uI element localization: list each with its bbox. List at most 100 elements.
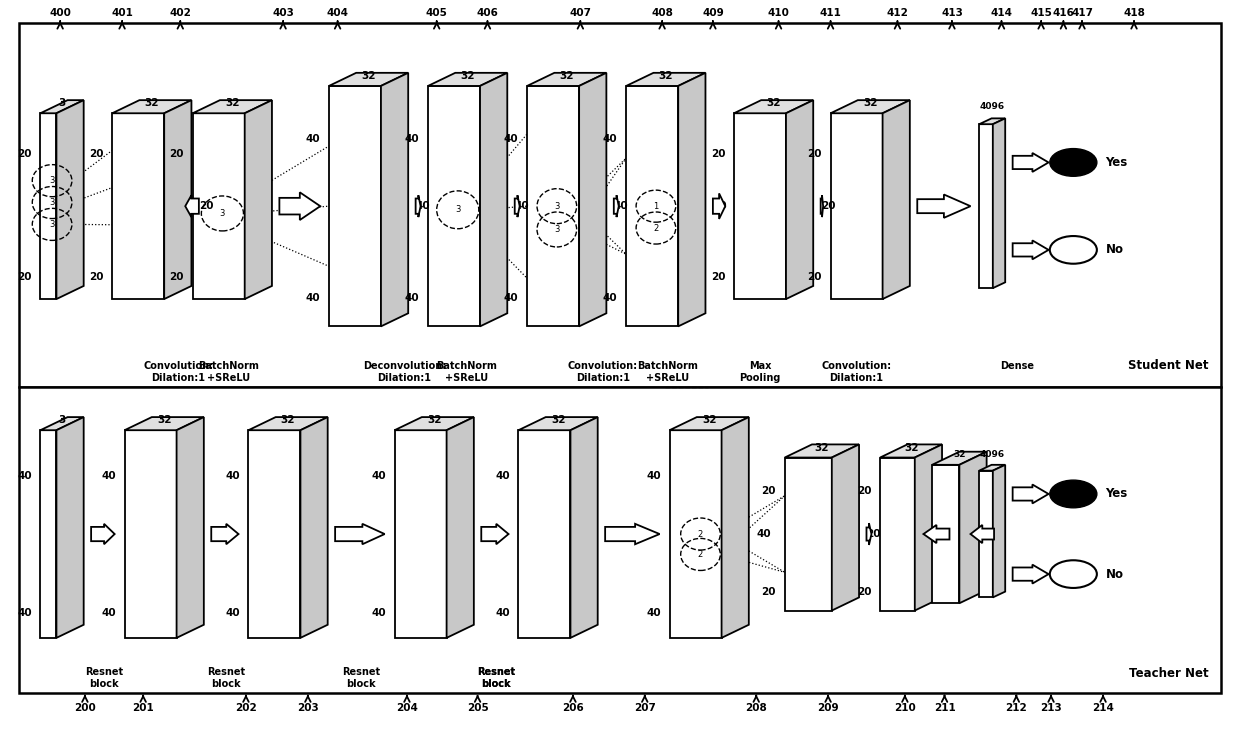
Text: 207: 207 [634, 703, 656, 713]
Polygon shape [279, 192, 320, 220]
Text: 32: 32 [766, 99, 781, 109]
Text: 40: 40 [102, 608, 115, 618]
Polygon shape [57, 100, 83, 299]
Text: 3: 3 [554, 201, 559, 211]
Text: 2: 2 [698, 550, 703, 559]
Text: 32: 32 [145, 99, 159, 109]
Polygon shape [1013, 485, 1049, 504]
Text: 32: 32 [702, 415, 717, 426]
Text: 40: 40 [646, 608, 661, 618]
Text: 32: 32 [157, 415, 171, 426]
Text: 408: 408 [651, 8, 673, 18]
Text: 40: 40 [756, 529, 771, 539]
Text: 3: 3 [50, 220, 55, 229]
Polygon shape [1013, 240, 1049, 259]
Text: 40: 40 [495, 471, 510, 481]
Polygon shape [394, 417, 474, 430]
Polygon shape [112, 113, 164, 299]
Text: 405: 405 [425, 8, 448, 18]
Text: Resnet
block: Resnet block [86, 667, 123, 688]
Text: 211: 211 [934, 703, 955, 713]
Text: 32: 32 [815, 442, 830, 453]
Polygon shape [480, 73, 507, 326]
Text: 32: 32 [904, 442, 919, 453]
Polygon shape [41, 430, 57, 638]
Text: Student Net: Student Net [1128, 359, 1208, 372]
Polygon shape [124, 430, 176, 638]
Text: 40: 40 [371, 471, 386, 481]
Text: 32: 32 [551, 415, 565, 426]
Text: 205: 205 [466, 703, 489, 713]
Polygon shape [527, 86, 579, 326]
Text: 40: 40 [335, 529, 350, 539]
Polygon shape [381, 73, 408, 326]
Text: 2: 2 [698, 529, 703, 539]
Text: 213: 213 [1040, 703, 1061, 713]
Text: 404: 404 [326, 8, 348, 18]
Text: 417: 417 [1071, 8, 1092, 18]
Polygon shape [192, 100, 272, 113]
Polygon shape [785, 458, 832, 610]
Polygon shape [734, 100, 813, 113]
Polygon shape [570, 417, 598, 638]
Polygon shape [831, 100, 910, 113]
Polygon shape [614, 195, 619, 217]
Text: 40: 40 [226, 608, 239, 618]
Polygon shape [415, 195, 420, 217]
Text: Convolution:
Dilation:1: Convolution: Dilation:1 [822, 361, 892, 383]
Text: 40: 40 [415, 201, 430, 211]
Text: 201: 201 [133, 703, 154, 713]
Text: 208: 208 [745, 703, 768, 713]
Text: 2: 2 [653, 223, 658, 233]
Text: 416: 416 [1053, 8, 1074, 18]
Text: Resnet
block: Resnet block [207, 667, 246, 688]
Text: Dense: Dense [1001, 361, 1034, 372]
Text: Deconvolution:
Dilation:1: Deconvolution: Dilation:1 [363, 361, 446, 383]
Polygon shape [518, 430, 570, 638]
Text: 20: 20 [198, 201, 213, 211]
Polygon shape [993, 465, 1006, 597]
Text: Teacher Net: Teacher Net [1128, 666, 1208, 680]
Text: 32: 32 [658, 71, 673, 81]
Polygon shape [832, 445, 859, 610]
Polygon shape [248, 417, 327, 430]
Text: 32: 32 [559, 71, 574, 81]
Polygon shape [980, 118, 1006, 124]
Polygon shape [185, 195, 198, 217]
Text: 20: 20 [711, 149, 725, 159]
Text: 32: 32 [226, 99, 239, 109]
Text: 40: 40 [481, 529, 496, 539]
Text: 32: 32 [863, 99, 878, 109]
Polygon shape [300, 417, 327, 638]
Text: 20: 20 [89, 149, 103, 159]
Polygon shape [211, 524, 238, 545]
Text: 20: 20 [807, 149, 822, 159]
Text: 413: 413 [941, 8, 963, 18]
Text: 20: 20 [821, 201, 836, 211]
Text: 40: 40 [211, 529, 226, 539]
Text: 40: 40 [371, 608, 386, 618]
Polygon shape [329, 86, 381, 326]
Text: 3: 3 [50, 198, 55, 207]
Text: 212: 212 [1006, 703, 1027, 713]
Text: 40: 40 [226, 471, 239, 481]
Polygon shape [831, 113, 883, 299]
Text: 3: 3 [219, 209, 226, 218]
Polygon shape [329, 73, 408, 86]
Text: 200: 200 [74, 703, 95, 713]
Text: 412: 412 [887, 8, 909, 18]
Text: 4096: 4096 [980, 450, 1004, 459]
Text: 414: 414 [991, 8, 1013, 18]
Polygon shape [626, 73, 706, 86]
Text: 40: 40 [605, 529, 620, 539]
Text: 3: 3 [455, 205, 460, 215]
Polygon shape [57, 417, 83, 638]
Text: 401: 401 [112, 8, 133, 18]
Circle shape [1050, 236, 1097, 264]
Text: 20: 20 [857, 587, 872, 597]
Text: 3: 3 [554, 225, 559, 234]
Text: 20: 20 [761, 486, 776, 496]
Polygon shape [192, 113, 244, 299]
Text: 40: 40 [713, 201, 728, 211]
Text: 20: 20 [170, 272, 184, 282]
